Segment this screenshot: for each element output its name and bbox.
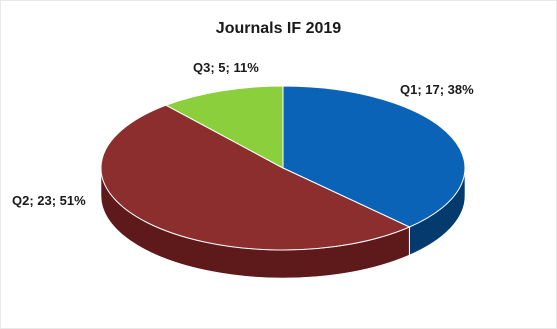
data-label-q2: Q2; 23; 51% <box>12 193 86 208</box>
pie-slice-q2 <box>100 104 411 251</box>
pie-slice-q3 <box>164 85 284 169</box>
chart-title: Journals IF 2019 <box>215 20 342 37</box>
data-label-q1: Q1; 17; 38% <box>400 82 474 97</box>
pie-slice-q1 <box>282 85 466 228</box>
pie-tops <box>100 85 466 251</box>
data-label-q3: Q3; 5; 11% <box>193 60 259 75</box>
pie-labels: Q1; 17; 38% Q2; 23; 51% Q3; 5; 11% <box>12 60 474 208</box>
